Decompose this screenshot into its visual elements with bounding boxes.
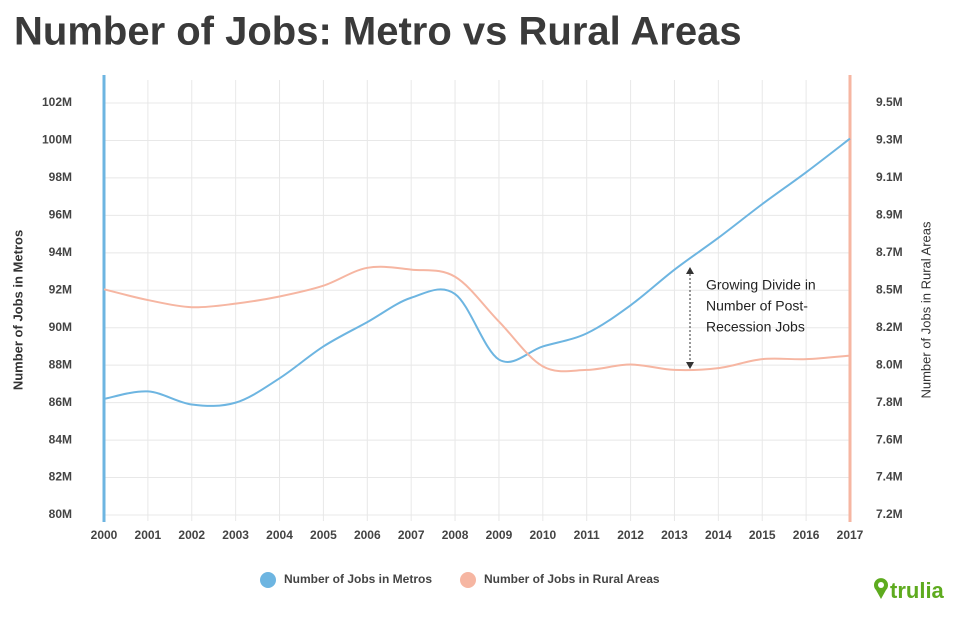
x-tick-label: 2017: [837, 528, 864, 542]
logo: trulia: [874, 578, 945, 603]
y-tick-label: 94M: [49, 245, 72, 259]
x-tick-label: 2003: [222, 528, 249, 542]
y-axis-title: Number of Jobs in Metros: [10, 230, 25, 390]
legend-marker: [460, 572, 476, 588]
logo-text: trulia: [890, 578, 945, 603]
legend-marker: [260, 572, 276, 588]
y2-tick-label: 8.7M: [876, 245, 903, 259]
x-tick-label: 2005: [310, 528, 337, 542]
y2-tick-label: 8.9M: [876, 207, 903, 221]
y-tick-label: 100M: [42, 133, 72, 147]
y-tick-label: 88M: [49, 357, 72, 371]
y2-tick-label: 8.5M: [876, 282, 903, 296]
annotation: Number of Post-: [706, 298, 808, 314]
chart-title: Number of Jobs: Metro vs Rural Areas: [14, 10, 742, 54]
x-tick-label: 2012: [617, 528, 644, 542]
x-tick-label: 2014: [705, 528, 732, 542]
x-tick-label: 2015: [749, 528, 776, 542]
y-tick-label: 80M: [49, 507, 72, 521]
y-tick-label: 98M: [49, 170, 72, 184]
x-tick-label: 2011: [574, 528, 600, 542]
legend-label: Number of Jobs in Rural Areas: [484, 572, 660, 586]
logo-icon: [874, 578, 888, 599]
y2-tick-label: 9.1M: [876, 170, 903, 184]
y-tick-label: 86M: [49, 395, 72, 409]
annotation: Growing Divide in: [706, 277, 816, 293]
y2-axis-title: Number of Jobs in Rural Areas: [918, 221, 933, 399]
logo-icon-dot: [878, 582, 884, 588]
x-tick-label: 2016: [793, 528, 820, 542]
y2-tick-label: 8.0M: [876, 357, 903, 371]
legend-label: Number of Jobs in Metros: [284, 572, 432, 586]
x-tick-label: 2002: [178, 528, 205, 542]
x-tick-label: 2000: [91, 528, 118, 542]
y2-tick-label: 7.2M: [876, 507, 903, 521]
y2-tick-label: 9.5M: [876, 95, 903, 109]
y2-tick-label: 7.6M: [876, 432, 903, 446]
series-line: [103, 265, 851, 373]
x-tick-label: 2004: [266, 528, 293, 542]
y-tick-label: 84M: [49, 432, 72, 446]
x-tick-label: 2013: [661, 528, 688, 542]
y2-tick-label: 7.4M: [876, 470, 903, 484]
series-line: [103, 137, 851, 407]
x-tick-label: 2001: [135, 528, 162, 542]
y-tick-label: 92M: [49, 282, 72, 296]
annotation: Recession Jobs: [706, 319, 805, 335]
x-tick-label: 2006: [354, 528, 381, 542]
y-tick-label: 96M: [49, 208, 72, 222]
y-tick-label: 82M: [49, 470, 72, 484]
x-tick-label: 2008: [442, 528, 469, 542]
x-tick-label: 2007: [398, 528, 425, 542]
y2-tick-label: 8.2M: [876, 320, 903, 334]
y2-tick-label: 9.3M: [876, 133, 903, 147]
y-tick-label: 90M: [49, 320, 72, 334]
y2-tick-label: 7.8M: [876, 395, 903, 409]
x-tick-label: 2009: [486, 528, 513, 542]
y-tick-label: 102M: [42, 95, 72, 109]
x-tick-label: 2010: [529, 528, 556, 542]
